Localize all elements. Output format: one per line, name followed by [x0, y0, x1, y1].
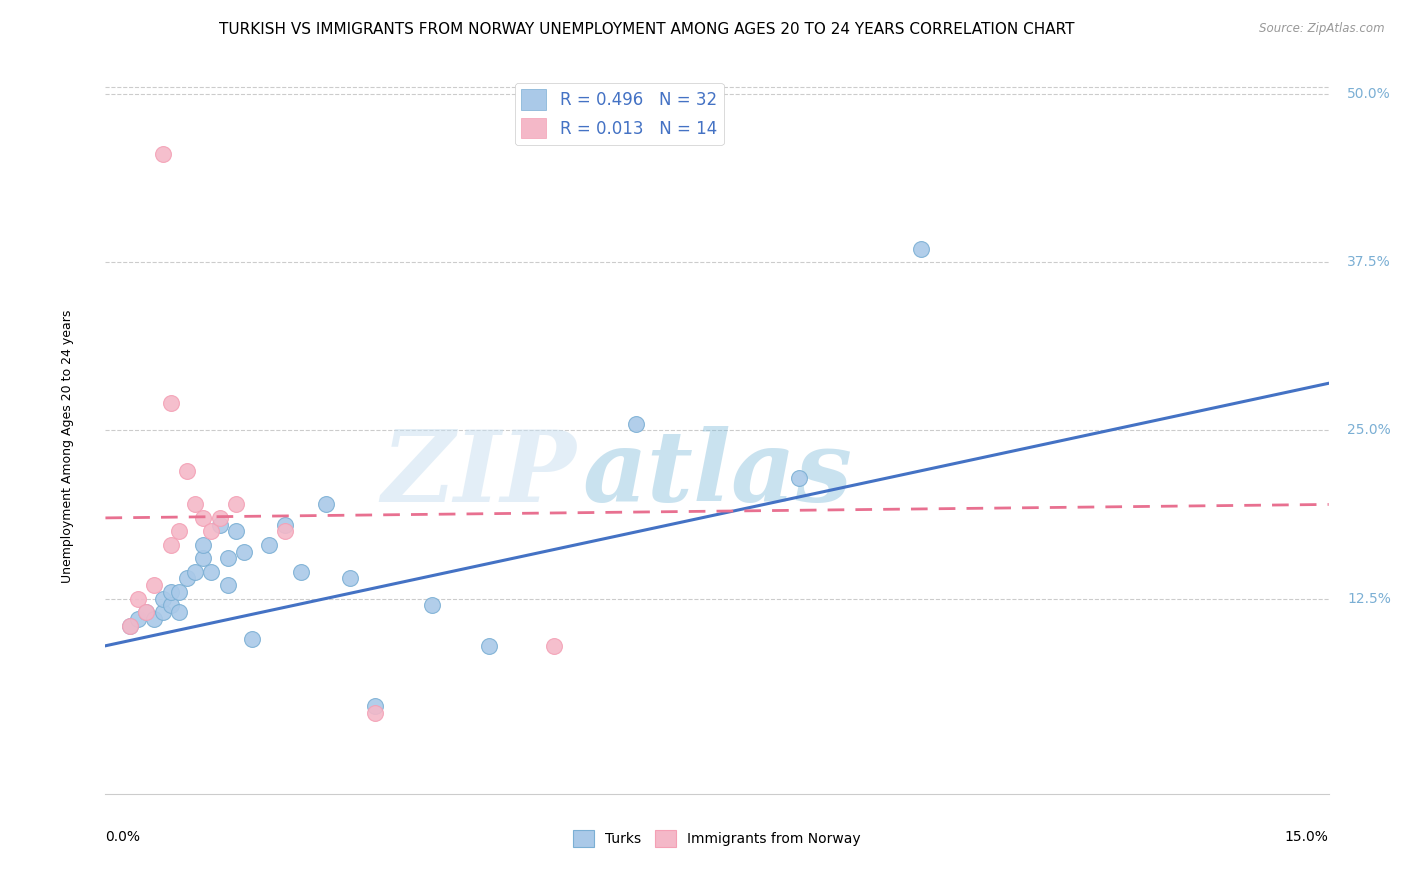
Point	[624, 417, 647, 431]
Point	[159, 599, 181, 613]
Point	[193, 551, 215, 566]
Text: atlas: atlas	[582, 425, 852, 522]
Legend: R = 0.496   N = 32, R = 0.013   N = 14: R = 0.496 N = 32, R = 0.013 N = 14	[515, 82, 724, 145]
Point	[176, 464, 198, 478]
Point	[274, 524, 297, 539]
Point	[159, 538, 181, 552]
Point	[478, 639, 501, 653]
Point	[217, 578, 239, 592]
Point	[315, 498, 337, 512]
Text: ZIP: ZIP	[381, 425, 576, 522]
Point	[143, 612, 166, 626]
Text: TURKISH VS IMMIGRANTS FROM NORWAY UNEMPLOYMENT AMONG AGES 20 TO 24 YEARS CORRELA: TURKISH VS IMMIGRANTS FROM NORWAY UNEMPL…	[219, 22, 1074, 37]
Point	[217, 551, 239, 566]
Text: 50.0%: 50.0%	[1347, 87, 1391, 101]
Text: 37.5%: 37.5%	[1347, 255, 1391, 269]
Point	[225, 498, 247, 512]
Point	[135, 605, 157, 619]
Point	[159, 585, 181, 599]
Point	[135, 605, 157, 619]
Point	[208, 517, 231, 532]
Point	[240, 632, 263, 646]
Point	[257, 538, 280, 552]
Text: Source: ZipAtlas.com: Source: ZipAtlas.com	[1260, 22, 1385, 36]
Point	[200, 565, 222, 579]
Point	[152, 147, 174, 161]
Point	[200, 524, 222, 539]
Point	[159, 396, 181, 410]
Point	[184, 498, 207, 512]
Point	[127, 591, 149, 606]
Point	[910, 242, 932, 256]
Point	[167, 605, 190, 619]
Point	[233, 544, 256, 558]
Point	[167, 524, 190, 539]
Point	[274, 517, 297, 532]
Point	[193, 538, 215, 552]
Text: 0.0%: 0.0%	[105, 830, 141, 844]
Point	[543, 639, 565, 653]
Point	[193, 511, 215, 525]
Point	[787, 470, 810, 484]
Point	[143, 578, 166, 592]
Point	[208, 511, 231, 525]
Point	[339, 572, 361, 586]
Point	[118, 618, 141, 632]
Text: Unemployment Among Ages 20 to 24 years: Unemployment Among Ages 20 to 24 years	[60, 310, 75, 582]
Point	[152, 605, 174, 619]
Point	[167, 585, 190, 599]
Point	[290, 565, 312, 579]
Point	[152, 591, 174, 606]
Text: 12.5%: 12.5%	[1347, 591, 1391, 606]
Point	[176, 572, 198, 586]
Point	[184, 565, 207, 579]
Point	[127, 612, 149, 626]
Text: 15.0%: 15.0%	[1285, 830, 1329, 844]
Point	[363, 699, 385, 714]
Text: 25.0%: 25.0%	[1347, 424, 1391, 437]
Point	[118, 618, 141, 632]
Point	[225, 524, 247, 539]
Point	[363, 706, 385, 720]
Point	[420, 599, 443, 613]
